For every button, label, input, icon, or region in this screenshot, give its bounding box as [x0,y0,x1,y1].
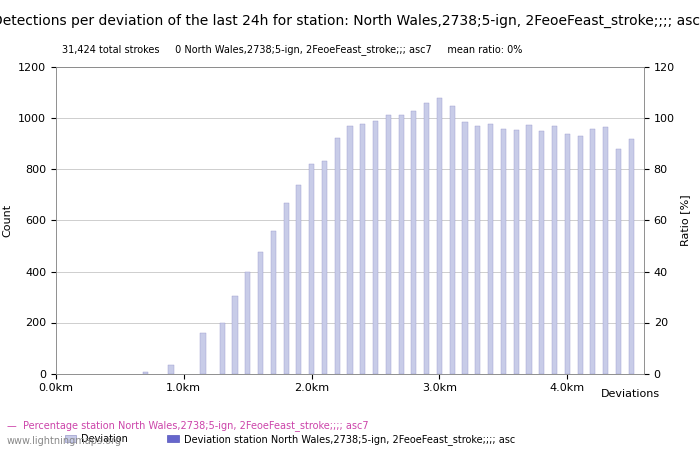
Bar [449,106,455,374]
Bar [398,115,404,374]
Bar [169,364,174,373]
Bar [488,124,494,374]
Bar [322,161,327,374]
Bar [386,115,391,374]
Bar [143,372,148,374]
Bar [373,121,378,374]
Bar [284,202,288,374]
Bar [437,98,442,374]
Text: 31,424 total strokes     0 North Wales,2738;5-ign, 2FeoeFeast_stroke;;; asc7    : 31,424 total strokes 0 North Wales,2738;… [62,45,522,55]
Text: —  Percentage station North Wales,2738;5-ign, 2FeoeFeast_stroke;;;; asc7: — Percentage station North Wales,2738;5-… [7,420,369,431]
Bar [200,333,206,374]
Y-axis label: Ratio [%]: Ratio [%] [680,195,690,246]
Bar [463,122,468,374]
Text: www.lightningmaps.org: www.lightningmaps.org [7,436,122,446]
Bar [514,130,519,373]
Bar [335,138,339,374]
Text: Detections per deviation of the last 24h for station: North Wales,2738;5-ign, 2F: Detections per deviation of the last 24h… [0,14,700,27]
Bar [347,126,353,374]
Bar [424,103,429,374]
Bar [539,131,545,374]
Bar [616,149,621,374]
Bar [412,111,416,374]
Y-axis label: Count: Count [3,204,13,237]
Bar [629,139,634,374]
Bar [296,185,302,374]
Bar [271,231,276,374]
Bar [500,129,506,374]
Bar [220,323,225,374]
Bar [232,296,237,374]
Bar [526,125,531,374]
Bar [475,126,480,374]
Bar [578,136,582,373]
Bar [360,124,365,374]
Bar [590,129,596,374]
Bar [603,127,608,374]
Bar [552,126,557,374]
Bar [258,252,263,374]
Legend: Deviation, Deviation station North Wales,2738;5-ign, 2FeoeFeast_stroke;;;; asc: Deviation, Deviation station North Wales… [61,430,519,449]
Bar [565,134,570,374]
Bar [309,164,314,374]
Text: Deviations: Deviations [601,389,659,399]
Bar [245,271,251,373]
